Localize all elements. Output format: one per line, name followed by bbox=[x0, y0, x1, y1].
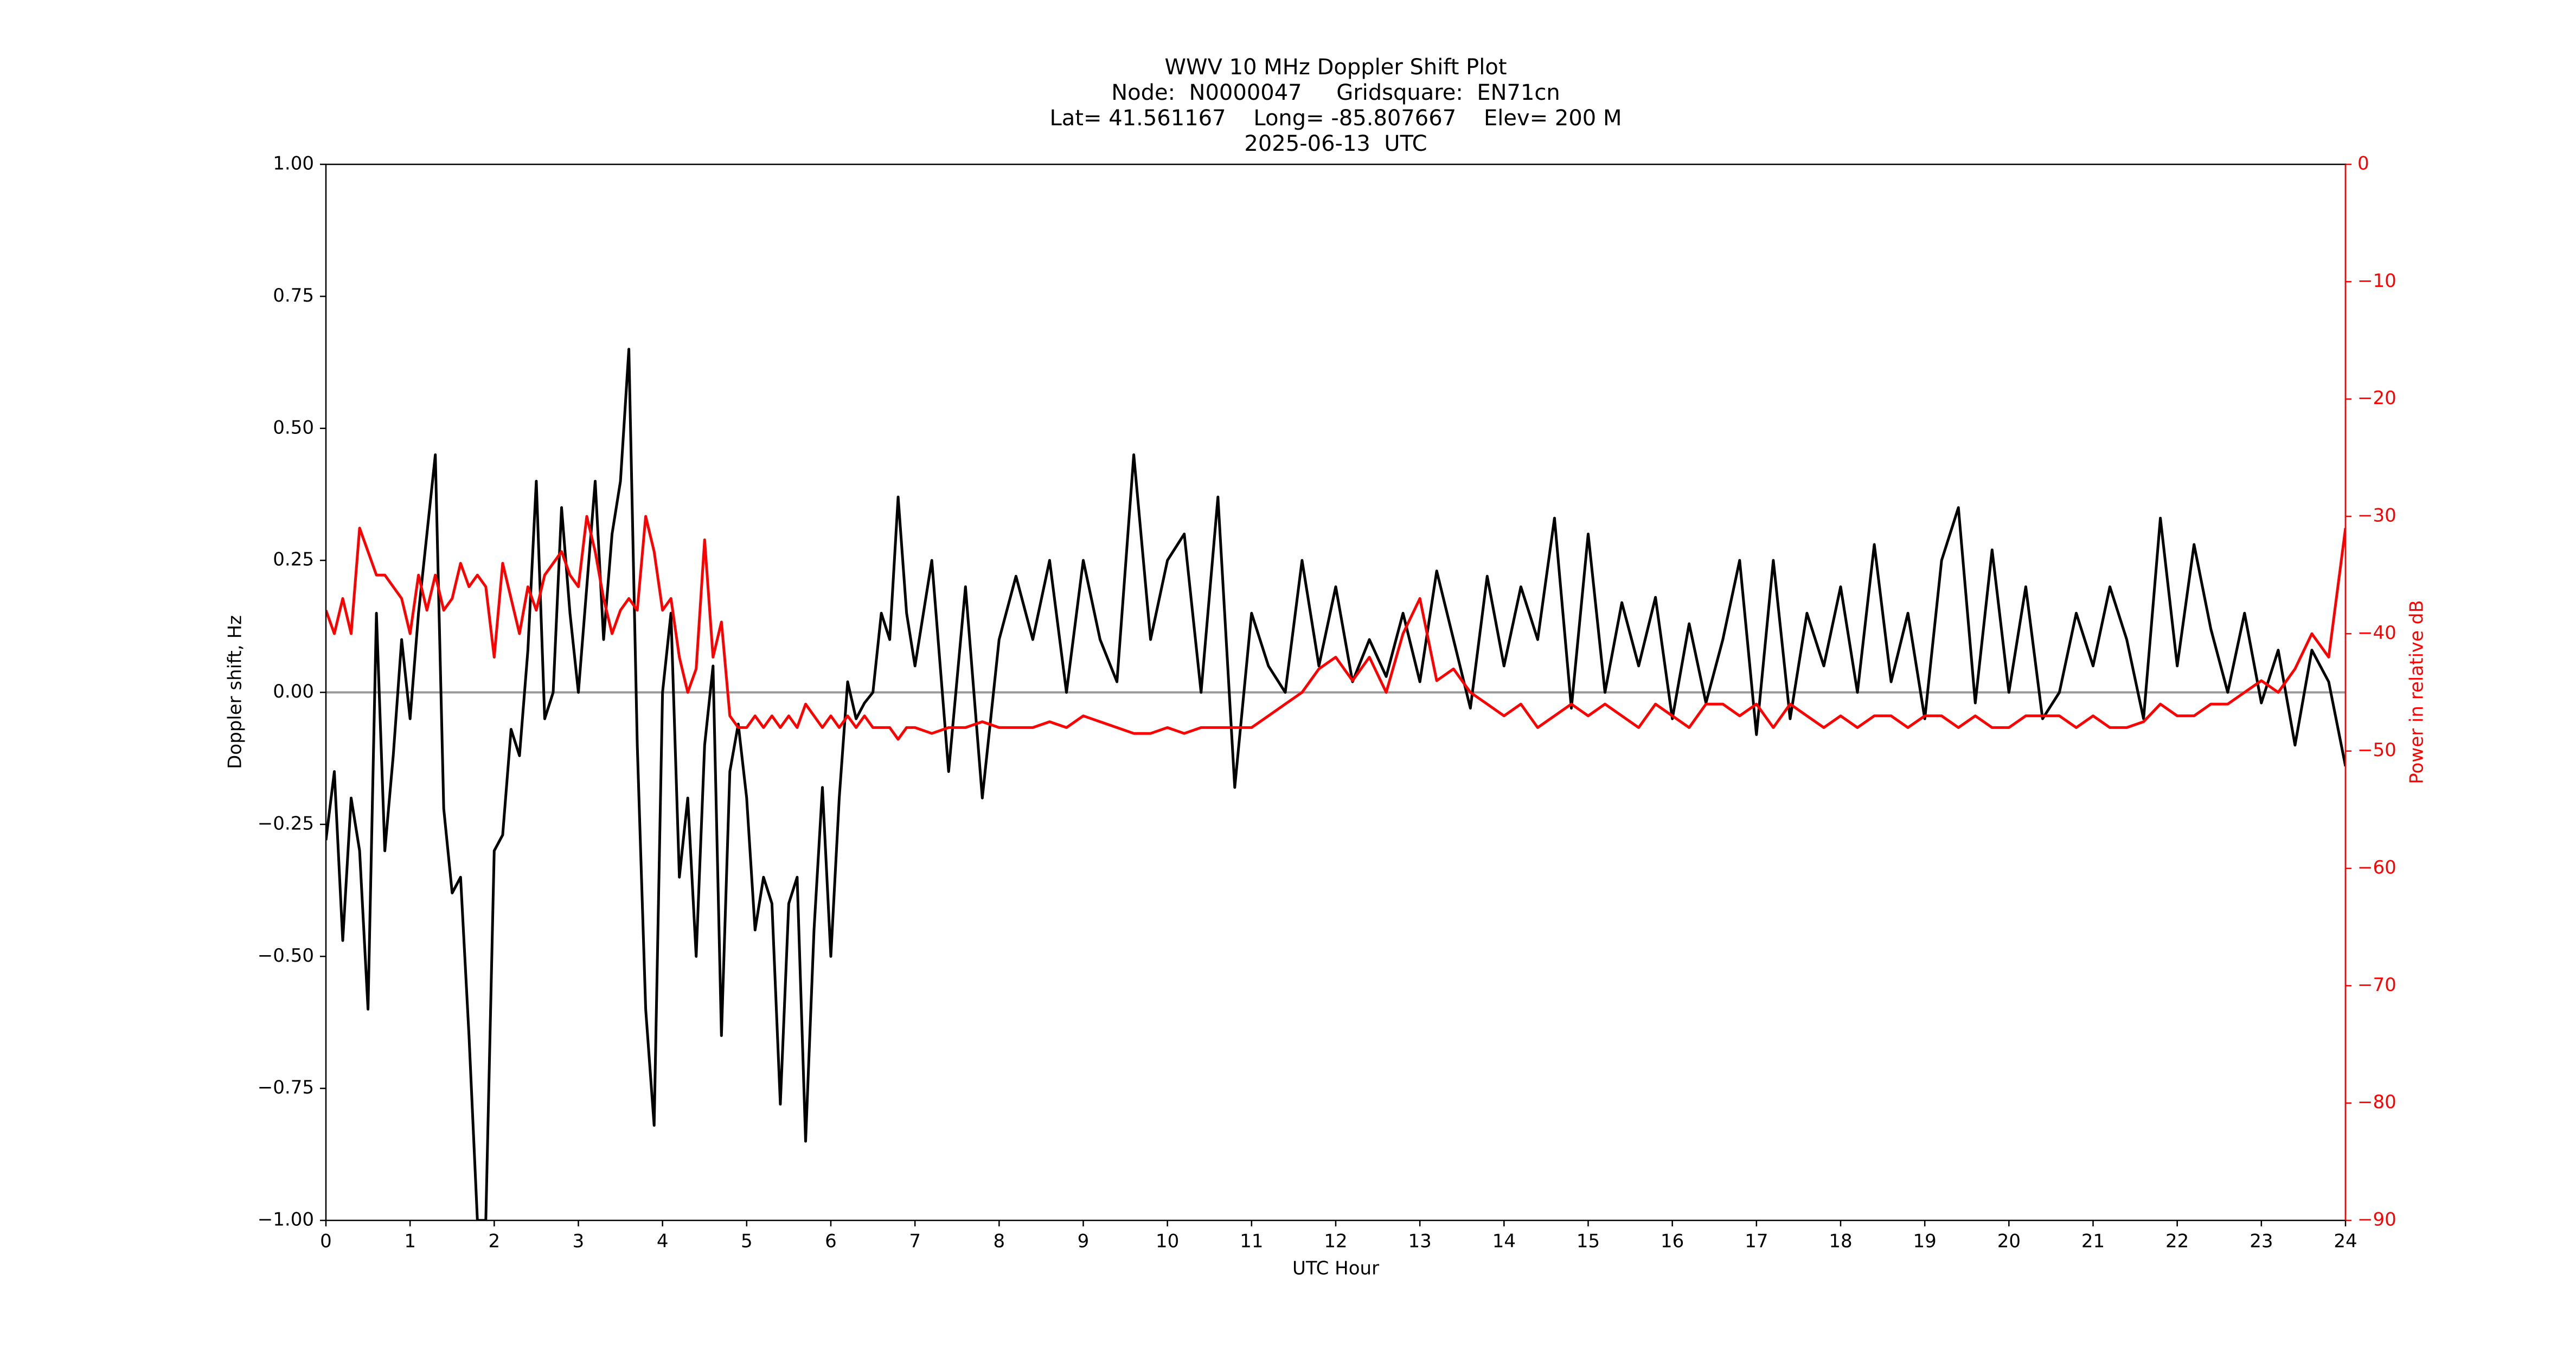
y2-tick-label: −80 bbox=[2357, 1091, 2396, 1113]
x-tick-label: 23 bbox=[2250, 1231, 2273, 1252]
y-tick-label: −1.00 bbox=[258, 1209, 314, 1231]
y2-tick-label: −70 bbox=[2357, 974, 2396, 996]
y2-tick-label: −20 bbox=[2357, 387, 2396, 409]
x-tick-label: 14 bbox=[1492, 1231, 1516, 1252]
chart-subtitle: Lat= 41.561167 Long= -85.807667 Elev= 20… bbox=[1050, 106, 1622, 131]
y-tick-label: 0.50 bbox=[273, 417, 314, 438]
x-tick-label: 12 bbox=[1324, 1231, 1347, 1252]
y-tick-label: 0.00 bbox=[273, 681, 314, 702]
x-tick-label: 2 bbox=[489, 1231, 501, 1252]
x-tick-label: 0 bbox=[320, 1231, 332, 1252]
x-tick-label: 20 bbox=[1997, 1231, 2021, 1252]
x-tick-label: 24 bbox=[2334, 1231, 2357, 1252]
x-tick-label: 9 bbox=[1078, 1231, 1090, 1252]
x-tick-label: 21 bbox=[2081, 1231, 2105, 1252]
data-line bbox=[326, 515, 2346, 741]
data-line bbox=[326, 348, 2346, 1220]
y-tick-label: −0.50 bbox=[258, 945, 314, 967]
x-tick-label: 7 bbox=[909, 1231, 921, 1252]
x-tick-label: 22 bbox=[2165, 1231, 2189, 1252]
x-tick-label: 10 bbox=[1156, 1231, 1179, 1252]
x-tick-label: 5 bbox=[741, 1231, 753, 1252]
x-tick-label: 4 bbox=[657, 1231, 669, 1252]
y-tick-label: 0.25 bbox=[273, 549, 314, 571]
y2-tick-label: −90 bbox=[2357, 1209, 2396, 1231]
x-tick-label: 13 bbox=[1408, 1231, 1432, 1252]
y2-tick-label: −30 bbox=[2357, 505, 2396, 527]
y2-tick-label: −10 bbox=[2357, 270, 2396, 292]
y2-axis-label: Power in relative dB bbox=[2406, 600, 2428, 784]
x-tick-label: 19 bbox=[1913, 1231, 1937, 1252]
y2-tick-label: −60 bbox=[2357, 857, 2396, 879]
x-tick-label: 1 bbox=[404, 1231, 416, 1252]
x-tick-label: 15 bbox=[1577, 1231, 1600, 1252]
chart-title: WWV 10 MHz Doppler Shift Plot bbox=[1164, 55, 1507, 80]
y-axis-label: Doppler shift, Hz bbox=[225, 615, 246, 769]
x-tick-label: 17 bbox=[1745, 1231, 1768, 1252]
x-tick-label: 18 bbox=[1829, 1231, 1852, 1252]
y2-tick-label: −50 bbox=[2357, 739, 2396, 761]
y-tick-label: −0.25 bbox=[258, 813, 314, 834]
chart-subtitle: Node: N0000047 Gridsquare: EN71cn bbox=[1111, 80, 1560, 105]
y-tick-label: −0.75 bbox=[258, 1077, 314, 1098]
y2-tick-label: −40 bbox=[2357, 622, 2396, 644]
chart-subtitle: 2025-06-13 UTC bbox=[1244, 131, 1427, 156]
x-tick-label: 16 bbox=[1661, 1231, 1684, 1252]
x-tick-label: 11 bbox=[1240, 1231, 1263, 1252]
x-tick-label: 8 bbox=[994, 1231, 1005, 1252]
y2-tick-label: 0 bbox=[2357, 153, 2369, 175]
x-axis-label: UTC Hour bbox=[1292, 1258, 1379, 1280]
y-tick-label: 1.00 bbox=[273, 153, 314, 175]
y-tick-label: 0.75 bbox=[273, 285, 314, 306]
x-tick-label: 3 bbox=[573, 1231, 585, 1252]
x-tick-label: 6 bbox=[825, 1231, 837, 1252]
